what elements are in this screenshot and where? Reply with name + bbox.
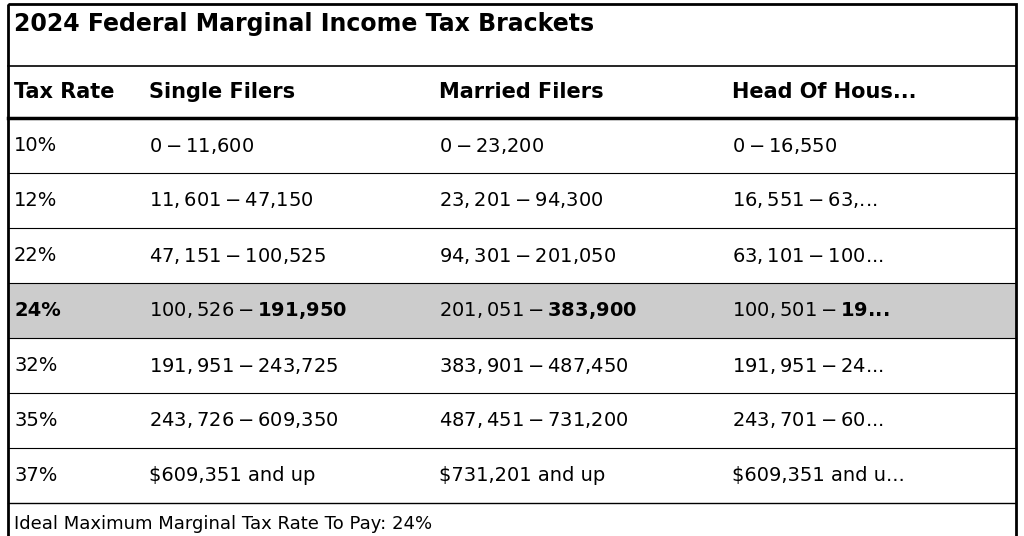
Bar — [8, 283, 1016, 338]
Text: $731,201 and up: $731,201 and up — [439, 466, 605, 485]
Text: 10%: 10% — [14, 136, 57, 155]
Text: $243,726 - $609,350: $243,726 - $609,350 — [150, 411, 339, 430]
Text: $0 - $23,200: $0 - $23,200 — [439, 136, 545, 155]
Text: 32%: 32% — [14, 356, 57, 375]
Text: $609,351 and u...: $609,351 and u... — [732, 466, 904, 485]
Text: Head Of Hous...: Head Of Hous... — [732, 82, 916, 102]
Text: $11,601 - $47,150: $11,601 - $47,150 — [150, 190, 313, 211]
Text: Ideal Maximum Marginal Tax Rate To Pay: 24%: Ideal Maximum Marginal Tax Rate To Pay: … — [14, 515, 432, 533]
Text: 22%: 22% — [14, 246, 57, 265]
Text: $0 - $11,600: $0 - $11,600 — [150, 136, 254, 155]
Text: $243,701 - $60...: $243,701 - $60... — [732, 411, 884, 430]
Text: $383,901 - $487,450: $383,901 - $487,450 — [439, 355, 629, 376]
Text: $23,201 - $94,300: $23,201 - $94,300 — [439, 190, 604, 211]
Text: 12%: 12% — [14, 191, 57, 210]
Text: $609,351 and up: $609,351 and up — [150, 466, 315, 485]
Text: $191,951 - $24...: $191,951 - $24... — [732, 355, 884, 376]
Text: $16,551 - $63,...: $16,551 - $63,... — [732, 190, 878, 211]
Text: Single Filers: Single Filers — [150, 82, 295, 102]
Text: 37%: 37% — [14, 466, 57, 485]
Text: 2024 Federal Marginal Income Tax Brackets: 2024 Federal Marginal Income Tax Bracket… — [14, 12, 594, 36]
Text: $0 - $16,550: $0 - $16,550 — [732, 136, 837, 155]
Text: 24%: 24% — [14, 301, 60, 320]
Text: $201,051 - $383,900: $201,051 - $383,900 — [439, 300, 638, 321]
Text: 35%: 35% — [14, 411, 57, 430]
Text: $487,451 - $731,200: $487,451 - $731,200 — [439, 411, 629, 430]
Text: Married Filers: Married Filers — [439, 82, 604, 102]
Text: $94,301 - $201,050: $94,301 - $201,050 — [439, 245, 616, 265]
Text: $100,526 - $191,950: $100,526 - $191,950 — [150, 300, 347, 321]
Text: $191,951 - $243,725: $191,951 - $243,725 — [150, 355, 338, 376]
Text: $47,151 - $100,525: $47,151 - $100,525 — [150, 245, 326, 265]
Text: Tax Rate: Tax Rate — [14, 82, 115, 102]
Text: $63,101 - $100...: $63,101 - $100... — [732, 245, 884, 265]
Text: $100,501 - $19...: $100,501 - $19... — [732, 301, 890, 321]
